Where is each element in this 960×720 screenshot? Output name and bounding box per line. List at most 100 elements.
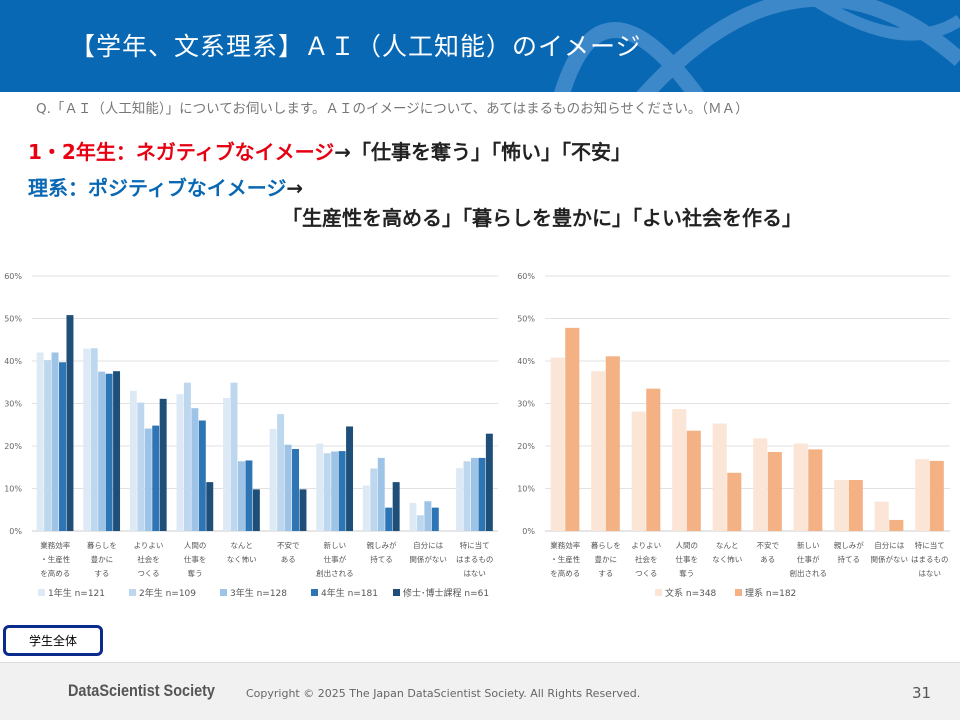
bar xyxy=(889,519,904,531)
bar xyxy=(929,460,944,531)
x-tick-label: はまるもの xyxy=(911,555,949,564)
bar xyxy=(753,438,768,531)
bar xyxy=(98,371,106,531)
x-tick-label: なく怖い xyxy=(227,554,257,564)
highlight-arrow: → xyxy=(286,176,304,200)
bar xyxy=(409,502,417,531)
x-tick-label: 奪う xyxy=(188,568,203,578)
bar xyxy=(646,388,661,531)
x-tick-label: 不安で xyxy=(757,540,780,550)
bar xyxy=(245,460,253,531)
logo: DataScientist Society xyxy=(68,681,215,700)
bar xyxy=(252,489,260,531)
x-tick-label: 新しい xyxy=(797,540,820,550)
bar xyxy=(470,457,478,531)
bar xyxy=(113,371,121,531)
bar xyxy=(129,390,137,531)
x-tick-label: ・生産性 xyxy=(550,554,580,564)
bar xyxy=(605,356,620,531)
bar xyxy=(377,457,385,531)
title-bar: 【学年、文系理系】ＡＩ（人工知能）のイメージ xyxy=(0,0,960,92)
major-chart: 0% 10% 20% 30% 40% 50% 60% 業務効率・生産性を高める 暮らしを豊かにす… xyxy=(517,272,950,599)
bar xyxy=(323,453,331,531)
x-tick-label: 自分には xyxy=(874,540,904,550)
x-tick-label: 不安で xyxy=(277,540,300,550)
x-tick-label: 人間の xyxy=(676,541,699,550)
page-number: 31 xyxy=(912,684,932,702)
x-tick-label: 仕事が xyxy=(324,554,347,564)
y-tick-label: 50% xyxy=(517,315,535,324)
bar xyxy=(83,348,91,531)
bar xyxy=(712,423,727,531)
x-tick-label: なく怖い xyxy=(712,554,742,564)
x-tick-label: 社会を xyxy=(137,554,160,564)
x-tick-label: つくる xyxy=(137,569,159,578)
highlight-negative: 1・2年生：ネガティブなイメージ xyxy=(28,140,335,164)
x-tick-label: よりよい xyxy=(134,541,164,550)
y-tick-label: 0% xyxy=(522,527,535,536)
bar xyxy=(478,457,486,531)
x-tick-label: はない xyxy=(463,569,486,578)
x-tick-label: 仕事を xyxy=(184,554,207,564)
x-tick-label: 親しみが xyxy=(834,540,864,550)
bar xyxy=(159,398,167,531)
bar xyxy=(183,382,191,531)
bar xyxy=(808,449,823,531)
bar xyxy=(416,515,424,531)
bar xyxy=(550,357,565,531)
legend-swatch xyxy=(655,589,662,596)
bar xyxy=(456,468,464,531)
x-tick-label: 特に当て xyxy=(460,540,490,550)
bar xyxy=(51,352,59,531)
x-tick-label: ・生産性 xyxy=(40,554,70,564)
y-tick-label: 40% xyxy=(517,357,535,366)
legend-label: 理系 n=182 xyxy=(745,588,796,599)
legend-swatch xyxy=(220,589,227,596)
y-tick-label: 50% xyxy=(4,315,22,324)
bar xyxy=(284,444,292,531)
highlight-negative-detail: →「仕事を奪う」「怖い」「不安」 xyxy=(334,140,631,164)
bar xyxy=(277,414,285,531)
x-tick-label: 自分には xyxy=(413,540,443,550)
bar xyxy=(672,409,687,531)
y-tick-label: 10% xyxy=(517,485,535,494)
bar xyxy=(299,489,307,531)
y-tick-label: 40% xyxy=(4,357,22,366)
bar xyxy=(206,482,214,531)
x-tick-label: 親しみが xyxy=(367,540,397,550)
x-tick-label: 暮らしを xyxy=(87,540,117,550)
bar xyxy=(834,480,849,531)
bar xyxy=(565,327,580,531)
bar xyxy=(237,461,245,531)
bar xyxy=(66,315,74,531)
bar xyxy=(686,430,701,531)
y-tick-label: 30% xyxy=(4,400,22,409)
highlight-line-2: 理系：ポジティブなイメージ→ xyxy=(28,172,303,201)
y-tick-label: 10% xyxy=(4,485,22,494)
bar xyxy=(727,472,742,531)
x-tick-label: 関係がない xyxy=(409,554,447,564)
legend-label: 1年生 n=121 xyxy=(48,587,105,599)
bar xyxy=(874,501,889,531)
legend-swatch xyxy=(735,589,742,596)
x-tick-label: 人間の xyxy=(184,541,207,550)
x-tick-label: を高める xyxy=(40,568,70,578)
x-tick-label: 仕事を xyxy=(676,554,699,564)
all-students-button[interactable]: 学生全体 xyxy=(3,625,103,656)
x-tick-label: 新しい xyxy=(324,540,347,550)
bar xyxy=(346,426,354,531)
x-tick-label: を高める xyxy=(550,568,580,578)
bar xyxy=(292,448,299,531)
y-tick-label: 60% xyxy=(517,272,535,281)
legend-swatch xyxy=(129,589,136,596)
x-tick-label: 暮らしを xyxy=(591,540,621,550)
y-tick-label: 20% xyxy=(517,442,535,451)
x-tick-label: 仕事が xyxy=(797,554,820,564)
bar xyxy=(331,451,339,531)
bar xyxy=(385,507,393,531)
bar xyxy=(431,507,439,531)
x-tick-label: 業務効率 xyxy=(40,540,70,550)
x-tick-label: 特に当て xyxy=(915,540,945,550)
bar xyxy=(463,461,471,531)
bar xyxy=(848,480,863,531)
